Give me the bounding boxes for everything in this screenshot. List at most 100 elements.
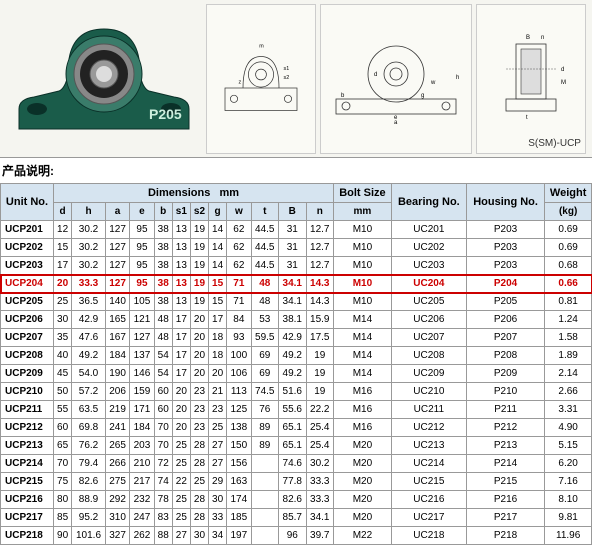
cell-bearing: UC208 xyxy=(391,347,466,365)
cell-w: 185 xyxy=(227,509,251,527)
cell-bolt: M10 xyxy=(334,257,392,275)
svg-text:d: d xyxy=(374,72,377,78)
cell-n: 33.3 xyxy=(306,473,334,491)
subcol-w: w xyxy=(227,203,251,221)
cell-e: 203 xyxy=(130,437,154,455)
cell-w: 138 xyxy=(227,419,251,437)
cell-housing: P218 xyxy=(466,527,544,545)
table-row: UCP2011230.212795381319146244.53112.7M10… xyxy=(1,221,592,239)
cell-housing: P203 xyxy=(466,239,544,257)
cell-housing: P213 xyxy=(466,437,544,455)
cell-h: 54.0 xyxy=(72,365,106,383)
cell-B: 55.6 xyxy=(279,401,307,419)
svg-text:e: e xyxy=(394,115,398,121)
table-body: UCP2011230.212795381319146244.53112.7M10… xyxy=(1,221,592,545)
cell-housing: P210 xyxy=(466,383,544,401)
cell-housing: P203 xyxy=(466,257,544,275)
front-view-diagram: m z s2 s1 xyxy=(206,4,316,154)
cell-unit: UCP211 xyxy=(1,401,54,419)
cell-B: 38.1 xyxy=(279,311,307,329)
cell-B: 82.6 xyxy=(279,491,307,509)
cell-bolt: M16 xyxy=(334,401,392,419)
cell-housing: P214 xyxy=(466,455,544,473)
cell-unit: UCP202 xyxy=(1,239,54,257)
cell-a: 265 xyxy=(105,437,129,455)
cell-weight: 5.15 xyxy=(545,437,592,455)
cell-s1: 13 xyxy=(172,221,190,239)
cell-unit: UCP204 xyxy=(1,275,54,293)
cell-a: 165 xyxy=(105,311,129,329)
cell-a: 140 xyxy=(105,293,129,311)
cell-g: 29 xyxy=(209,473,227,491)
subcol-s2: s2 xyxy=(190,203,208,221)
table-row: UCP2073547.6167127481720189359.542.917.5… xyxy=(1,329,592,347)
cell-g: 34 xyxy=(209,527,227,545)
cell-n: 25.4 xyxy=(306,419,334,437)
cell-t: 44.5 xyxy=(251,239,279,257)
cell-weight: 4.90 xyxy=(545,419,592,437)
table-header: Unit No. Dimensions mm Bolt Size Bearing… xyxy=(1,184,592,221)
cell-t xyxy=(251,491,279,509)
cell-housing: P217 xyxy=(466,509,544,527)
cell-housing: P205 xyxy=(466,293,544,311)
cell-B: 74.6 xyxy=(279,455,307,473)
cell-B: 51.6 xyxy=(279,383,307,401)
cell-n: 39.7 xyxy=(306,527,334,545)
cell-h: 36.5 xyxy=(72,293,106,311)
cell-bearing: UC213 xyxy=(391,437,466,455)
cell-weight: 9.81 xyxy=(545,509,592,527)
table-row: UCP2126069.8241184702023251388965.125.4M… xyxy=(1,419,592,437)
svg-text:B: B xyxy=(526,35,530,41)
subcol-d: d xyxy=(54,203,72,221)
cell-unit: UCP212 xyxy=(1,419,54,437)
cell-bearing: UC214 xyxy=(391,455,466,473)
cell-w: 71 xyxy=(227,293,251,311)
bearing-illustration: P205 xyxy=(9,9,199,149)
cell-n: 19 xyxy=(306,365,334,383)
cell-unit: UCP216 xyxy=(1,491,54,509)
cell-h: 79.4 xyxy=(72,455,106,473)
cell-s2: 20 xyxy=(190,365,208,383)
cell-b: 38 xyxy=(154,221,172,239)
cell-b: 48 xyxy=(154,329,172,347)
cell-w: 163 xyxy=(227,473,251,491)
cell-s2: 23 xyxy=(190,401,208,419)
subcol-weight-unit: (kg) xyxy=(545,203,592,221)
cell-w: 150 xyxy=(227,437,251,455)
cell-s2: 28 xyxy=(190,455,208,473)
subcol-b: b xyxy=(154,203,172,221)
cell-weight: 1.89 xyxy=(545,347,592,365)
cell-g: 17 xyxy=(209,311,227,329)
cell-d: 55 xyxy=(54,401,72,419)
cell-g: 18 xyxy=(209,347,227,365)
subcol-h: h xyxy=(72,203,106,221)
svg-text:z: z xyxy=(238,79,241,85)
cell-B: 65.1 xyxy=(279,419,307,437)
cell-e: 171 xyxy=(130,401,154,419)
table-row: UCP2105057.22061596020232111374.551.619M… xyxy=(1,383,592,401)
svg-text:g: g xyxy=(421,93,424,99)
cell-B: 49.2 xyxy=(279,347,307,365)
cell-s1: 17 xyxy=(172,365,190,383)
cell-a: 184 xyxy=(105,347,129,365)
subcol-a: a xyxy=(105,203,129,221)
cell-housing: P204 xyxy=(466,275,544,293)
cell-housing: P208 xyxy=(466,347,544,365)
svg-text:M: M xyxy=(561,80,566,86)
cell-t: 89 xyxy=(251,437,279,455)
cell-housing: P209 xyxy=(466,365,544,383)
cell-bearing: UC209 xyxy=(391,365,466,383)
cell-h: 76.2 xyxy=(72,437,106,455)
cell-t: 74.5 xyxy=(251,383,279,401)
front-view-svg: m z s2 s1 xyxy=(216,14,306,144)
cell-housing: P203 xyxy=(466,221,544,239)
cell-weight: 2.66 xyxy=(545,383,592,401)
subcol-t: t xyxy=(251,203,279,221)
cell-g: 15 xyxy=(209,293,227,311)
cell-bearing: UC216 xyxy=(391,491,466,509)
cell-g: 14 xyxy=(209,257,227,275)
cell-t: 48 xyxy=(251,275,279,293)
cell-B: 34.1 xyxy=(279,275,307,293)
cell-g: 30 xyxy=(209,491,227,509)
table-row: UCP2157582.62752177422252916377.833.3M20… xyxy=(1,473,592,491)
